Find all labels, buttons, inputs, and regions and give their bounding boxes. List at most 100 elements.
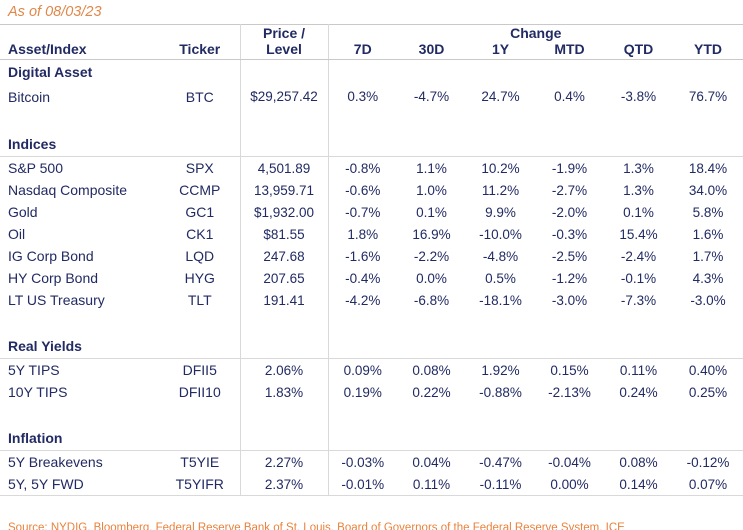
section-empty-cell <box>160 132 240 157</box>
cell-ticker: LQD <box>185 248 215 264</box>
cell-change-30d: 1.0% <box>416 182 447 198</box>
cell-change-30d: 16.9% <box>412 226 451 242</box>
cell-price-level: 191.41 <box>239 289 329 311</box>
cell-asset-name: 5Y, 5Y FWD <box>8 476 84 492</box>
cell-price-level: $1,932.00 <box>239 201 329 223</box>
price-level-header-top: Price / <box>239 24 329 41</box>
section-empty-cell <box>673 132 743 157</box>
table-row: Bitcoin BTC $29,257.42 0.3% -4.7% 24.7% 0.4% -3… <box>0 84 743 109</box>
cell-change-7d: -0.7% <box>345 204 381 220</box>
section-empty-cell <box>397 60 466 85</box>
cell-change-30d: 0.0% <box>416 270 447 286</box>
section-empty-cell <box>328 334 397 359</box>
section-empty-cell <box>604 334 673 359</box>
cell-price-level: 247.68 <box>239 245 329 267</box>
cell-price-level: $81.55 <box>239 223 329 245</box>
cell-change-ytd: 34.0% <box>688 182 728 198</box>
cell-ticker: GC1 <box>185 204 215 220</box>
cell-change-1y: -0.88% <box>479 384 522 400</box>
cell-change-30d: 1.1% <box>416 160 447 176</box>
cell-change-mtd: -2.0% <box>551 204 588 220</box>
section-empty-cell <box>535 132 604 157</box>
cell-change-1y: -4.8% <box>482 248 519 264</box>
cell-change-7d: -1.6% <box>345 248 381 264</box>
table-row: Oil CK1 $81.55 1.8% 16.9% -10.0% -0.3% 15.4% 1.6… <box>0 223 743 245</box>
cell-asset-name: LT US Treasury <box>8 292 105 308</box>
cell-change-qtd: 0.11% <box>619 362 658 378</box>
spacer-cell <box>160 311 240 334</box>
section-empty-cell <box>160 60 240 85</box>
cell-change-30d: 0.11% <box>412 476 451 492</box>
cell-change-qtd: -3.8% <box>620 89 657 104</box>
cell-change-qtd: -2.4% <box>620 248 657 264</box>
spacer-row <box>0 311 743 334</box>
cell-change-mtd: -2.13% <box>548 384 591 400</box>
cell-change-1y: -0.47% <box>479 454 522 470</box>
cell-change-7d: 0.09% <box>343 362 382 378</box>
section-empty-cell <box>328 132 397 157</box>
section-empty-cell <box>535 60 604 85</box>
cell-change-ytd: 5.8% <box>692 204 724 220</box>
cell-asset-name: Gold <box>8 204 38 220</box>
cell-price-level: 207.65 <box>239 267 329 289</box>
cell-price-level: $29,257.42 <box>239 84 329 109</box>
section-empty-cell <box>466 334 535 359</box>
cell-asset-name: IG Corp Bond <box>8 248 94 264</box>
cell-ticker: TLT <box>187 292 212 308</box>
section-empty-cell <box>673 60 743 85</box>
cell-change-qtd: -7.3% <box>620 292 657 308</box>
cell-change-30d: 0.1% <box>416 204 447 220</box>
cell-asset-name: HY Corp Bond <box>8 270 99 286</box>
section-empty-cell <box>673 334 743 359</box>
table-row: 5Y, 5Y FWD T5YIFR 2.37% -0.01% 0.11% -0.11% 0.… <box>0 473 743 496</box>
cell-ticker: SPX <box>185 160 214 176</box>
section-header-row: Digital Asset <box>0 59 743 85</box>
spacer-cell <box>466 403 535 426</box>
section-empty-cell <box>397 334 466 359</box>
section-empty-cell <box>160 334 240 359</box>
spacer-row <box>0 109 743 132</box>
cell-change-ytd: 0.25% <box>688 384 728 400</box>
col-header-1y: 1Y <box>466 41 535 60</box>
cell-change-1y: 9.9% <box>485 204 516 220</box>
col-header-qtd: QTD <box>604 41 673 60</box>
table-row: 5Y Breakevens T5YIE 2.27% -0.03% 0.04% -0.47%… <box>0 450 743 473</box>
cell-ticker: CK1 <box>186 226 214 242</box>
table-row: Nasdaq Composite CCMP 13,959.71 -0.6% 1.0% 11… <box>0 179 743 201</box>
cell-change-ytd: 4.3% <box>692 270 724 286</box>
spacer-cell <box>0 403 160 426</box>
cell-change-1y: 10.2% <box>481 160 520 176</box>
cell-ticker: T5YIE <box>180 454 220 470</box>
cell-change-1y: 0.5% <box>485 270 516 286</box>
col-header-mtd: MTD <box>535 41 604 60</box>
table-row: 10Y TIPS DFII10 1.83% 0.19% 0.22% -0.88% -2.13… <box>0 381 743 403</box>
cell-change-ytd: -0.12% <box>686 454 730 470</box>
cell-change-mtd: -0.04% <box>548 454 591 470</box>
price-level-header-bottom: Level <box>239 41 329 60</box>
cell-ticker: DFII10 <box>178 384 221 400</box>
section-label: Inflation <box>0 426 160 451</box>
table-row: 5Y TIPS DFII5 2.06% 0.09% 0.08% 1.92% 0.15% 0.1… <box>0 358 743 381</box>
cell-change-7d: -4.2% <box>345 292 381 308</box>
section-header-row: Real Yields <box>0 334 743 359</box>
section-empty-cell <box>239 426 329 451</box>
cell-change-1y: -0.11% <box>479 476 522 492</box>
spacer-cell <box>160 403 240 426</box>
cell-change-1y: 1.92% <box>481 362 520 378</box>
section-empty-cell <box>239 59 329 84</box>
cell-change-mtd: 0.4% <box>554 89 585 104</box>
cell-change-mtd: 0.15% <box>550 362 589 378</box>
spacer-cell <box>328 109 397 132</box>
table-row: S&P 500 SPX 4,501.89 -0.8% 1.1% 10.2% -1.9% 1.3… <box>0 156 743 179</box>
cell-change-30d: 0.22% <box>412 384 451 400</box>
spacer-cell <box>328 311 397 334</box>
cell-price-level: 2.37% <box>239 473 329 496</box>
section-label: Real Yields <box>0 334 160 359</box>
cell-change-qtd: 1.3% <box>623 182 654 198</box>
cell-change-qtd: 1.3% <box>623 160 654 176</box>
cell-change-mtd: -2.5% <box>551 248 588 264</box>
cell-change-1y: -10.0% <box>479 226 522 242</box>
spacer-cell <box>0 109 160 132</box>
spacer-cell <box>239 109 329 132</box>
